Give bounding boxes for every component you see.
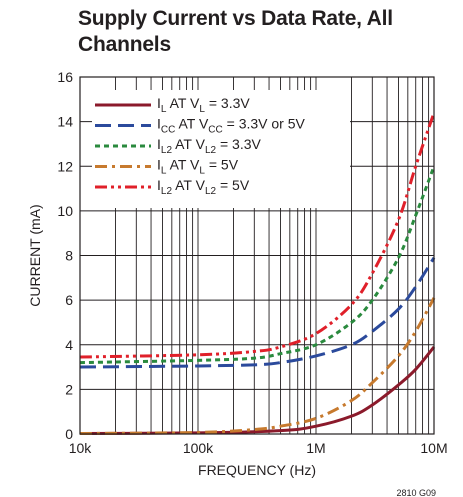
y-tick-label: 16: [57, 69, 73, 85]
y-axis-label: CURRENT (mA): [27, 204, 43, 306]
y-tick-label: 12: [57, 158, 73, 174]
x-tick-label: 1M: [306, 440, 325, 456]
y-tick-label: 2: [65, 381, 73, 397]
y-tick-label: 0: [65, 426, 73, 442]
legend-label-5: IL2 AT VL2 = 5V: [157, 177, 250, 197]
x-tick-label: 10k: [69, 440, 93, 456]
x-axis-label: FREQUENCY (Hz): [198, 462, 316, 478]
figure-code: 2810 G09: [396, 488, 436, 497]
series-line-4: [79, 297, 436, 436]
series-lines: [79, 112, 436, 436]
y-tick-label: 14: [57, 114, 73, 130]
y-tick-label: 10: [57, 203, 73, 219]
y-tick-label: 6: [65, 292, 73, 308]
legend-label-4: IL AT VL = 5V: [157, 157, 239, 177]
legend-label-1: IL AT VL = 3.3V: [157, 95, 250, 115]
series-line-5: [79, 112, 436, 359]
series-line-3: [79, 165, 436, 365]
series-line-2: [79, 256, 436, 369]
x-tick-label: 10M: [420, 440, 447, 456]
y-tick-label: 8: [65, 248, 73, 264]
legend-label-3: IL2 AT VL2 = 3.3V: [157, 136, 262, 156]
chart-title: Supply Current vs Data Rate, All Channel…: [78, 7, 393, 56]
series-line-1: [79, 346, 436, 436]
legend-label-2: ICC AT VCC = 3.3V or 5V: [157, 116, 306, 136]
x-tick-label: 100k: [183, 440, 214, 456]
tick-labels: 0 2 4 6 8 10 12 14 16 10k 100k 1M 10M: [57, 69, 447, 456]
y-tick-label: 4: [65, 337, 73, 353]
plot-frame: [79, 76, 435, 435]
